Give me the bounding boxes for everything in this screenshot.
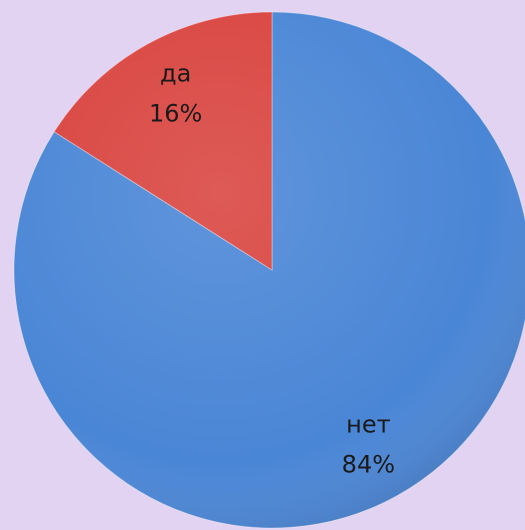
- slice-value-label: 84%: [342, 450, 395, 478]
- slice-value-label: 16%: [149, 100, 202, 128]
- slice-category-label: нет: [346, 410, 390, 438]
- slice-category-label: да: [160, 60, 191, 88]
